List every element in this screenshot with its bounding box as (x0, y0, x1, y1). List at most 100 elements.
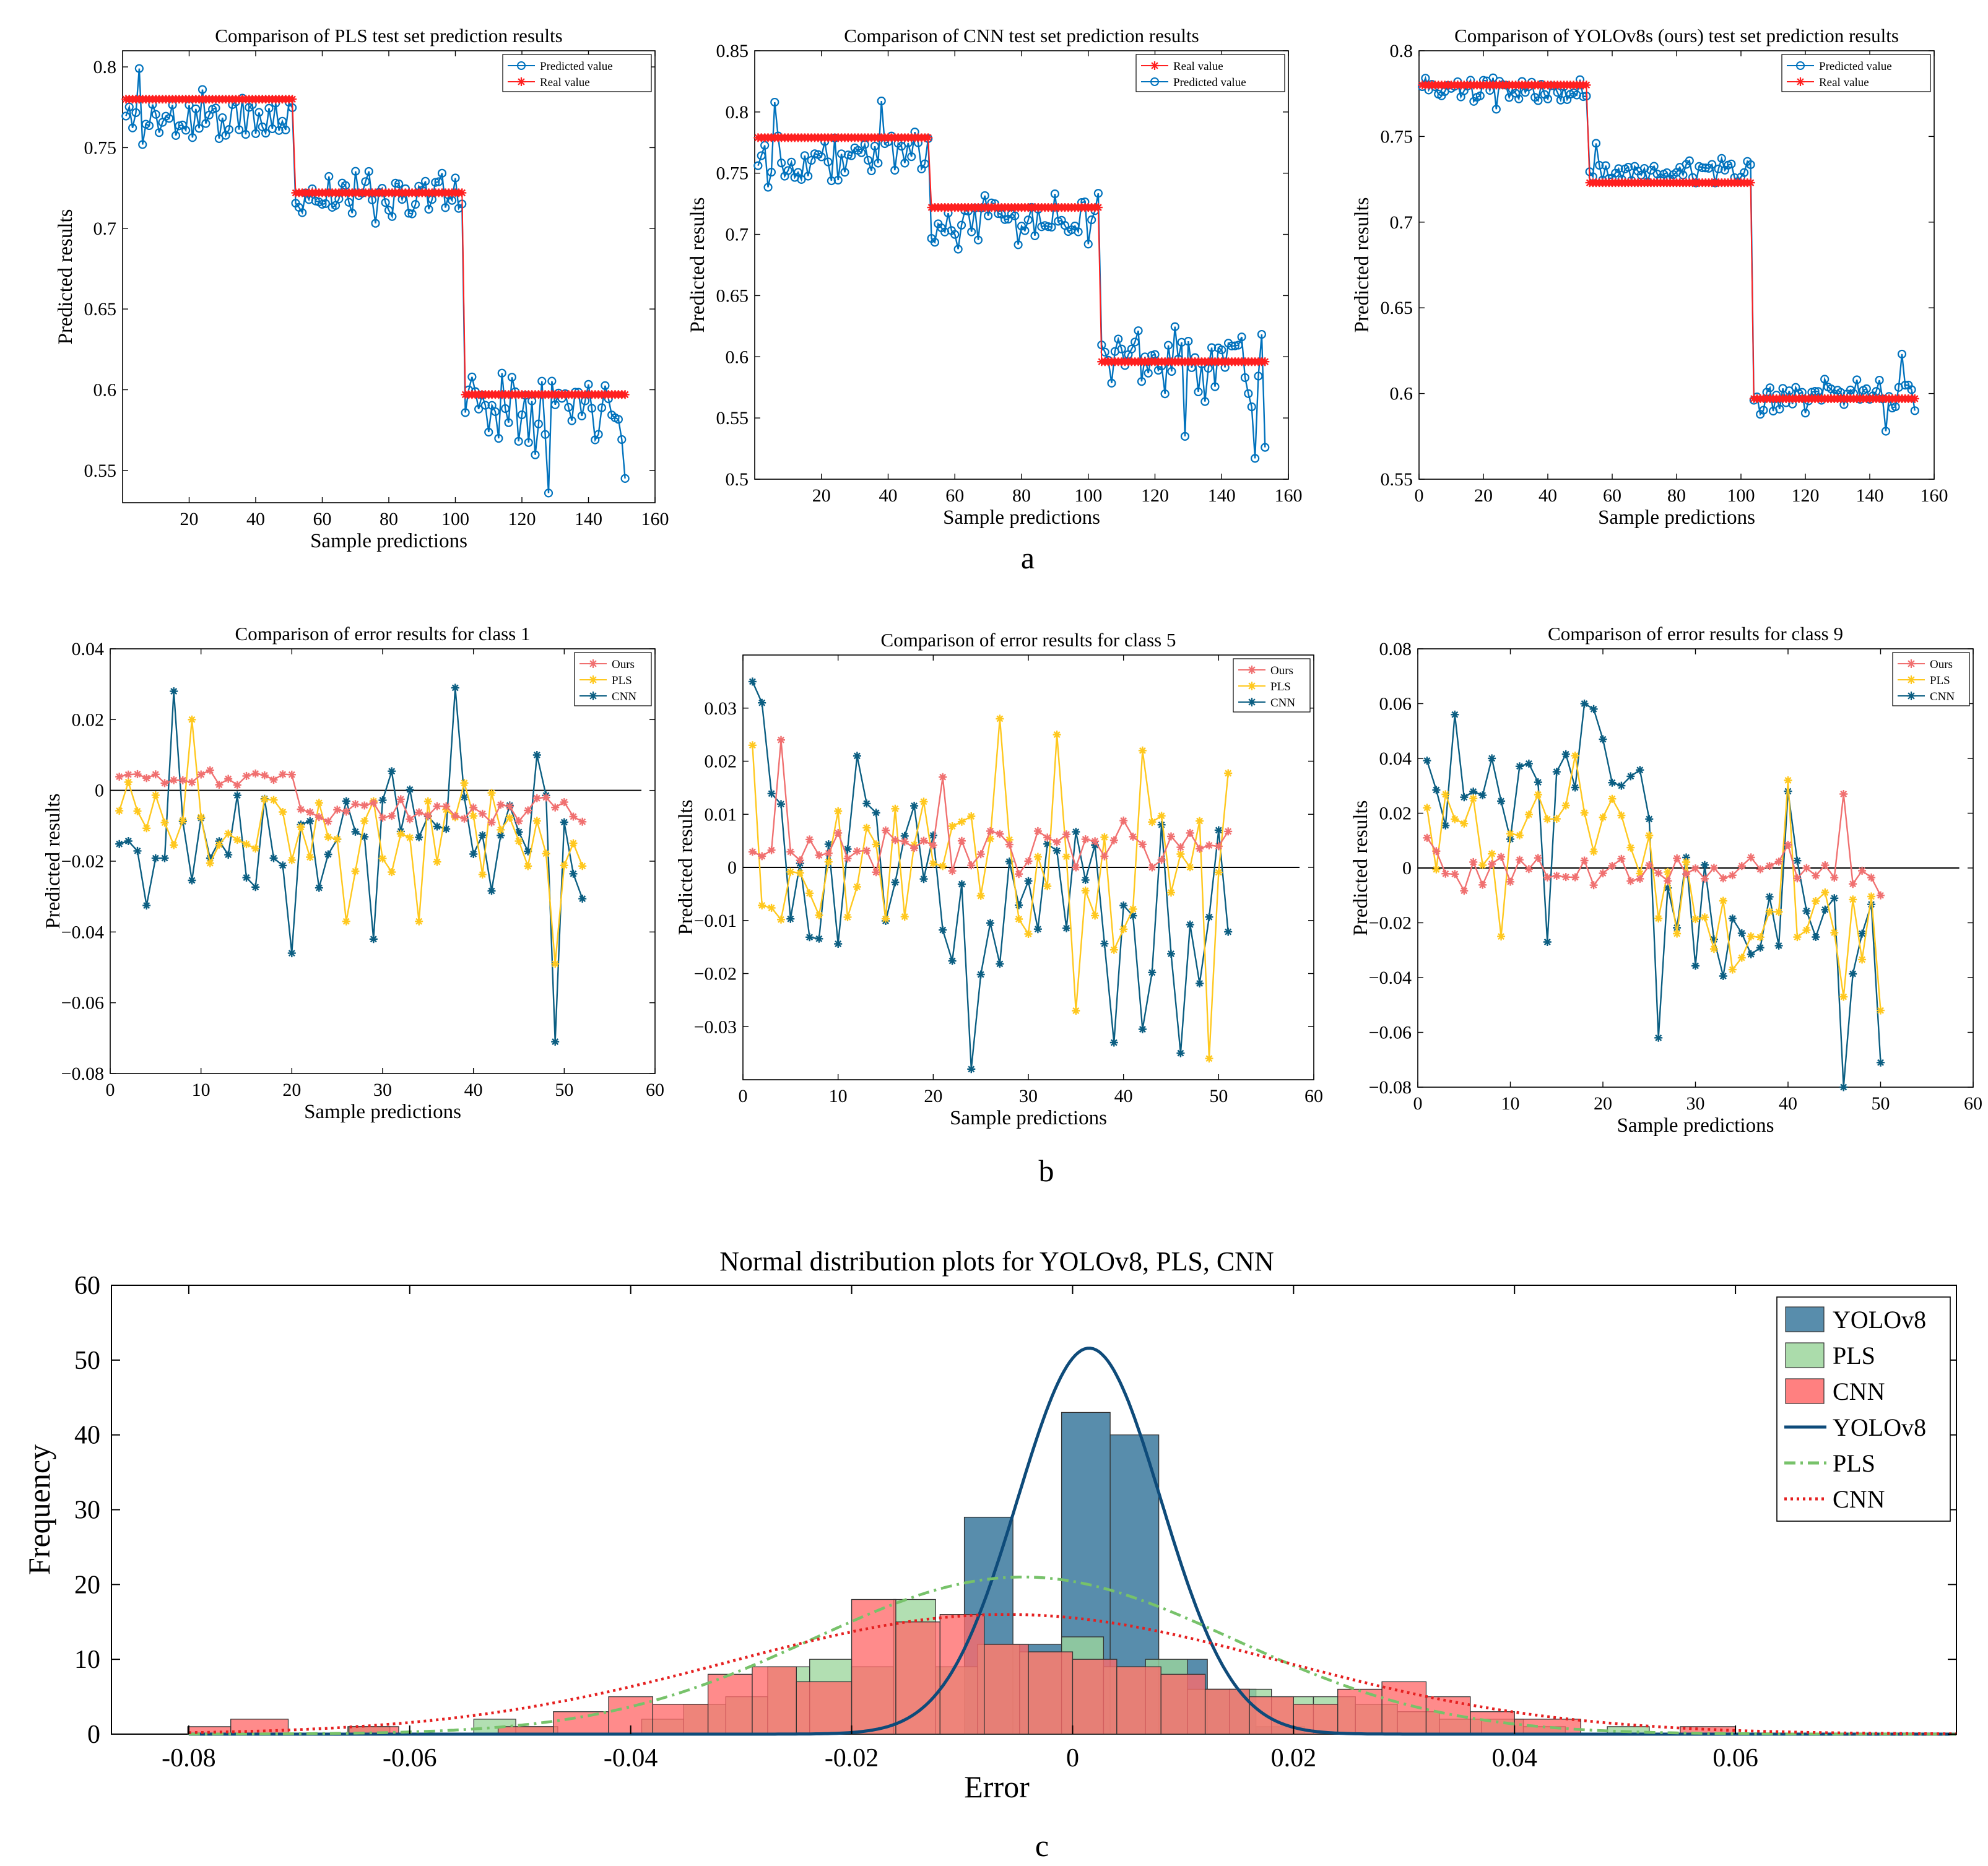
data-point (254, 108, 264, 117)
data-point (1589, 705, 1598, 713)
data-point (269, 854, 278, 862)
data-point (1582, 80, 1591, 90)
x-tick-label: 10 (1501, 1093, 1520, 1114)
data-point (1100, 852, 1109, 861)
data-point (1623, 162, 1633, 172)
data-point (929, 841, 937, 849)
x-tick-label: 60 (945, 485, 964, 506)
x-tick-label: 60 (313, 509, 332, 529)
data-point (1186, 863, 1194, 872)
data-point (1423, 757, 1431, 765)
data-point (1119, 925, 1128, 934)
data-point (404, 209, 414, 218)
data-point (532, 794, 541, 802)
data-point (1214, 826, 1223, 835)
data-point (524, 438, 533, 447)
data-point (144, 121, 154, 131)
x-tick-label: 120 (1792, 485, 1820, 506)
data-point (1747, 932, 1755, 940)
data-point (1184, 337, 1193, 346)
data-point (274, 126, 284, 135)
y-tick-label: 0.75 (84, 137, 117, 158)
x-tick-label: 0 (1066, 1744, 1079, 1773)
data-point (1129, 905, 1137, 913)
data-point (620, 474, 630, 483)
legend-marker (517, 77, 526, 86)
data-point (497, 825, 505, 834)
data-point (1746, 160, 1755, 170)
data-point (1649, 162, 1659, 171)
data-point (1129, 911, 1137, 920)
data-point (1137, 377, 1147, 386)
data-point (224, 125, 234, 134)
data-point (1534, 854, 1542, 862)
data-point (620, 390, 630, 399)
data-point (1858, 866, 1867, 875)
data-point (1093, 203, 1103, 212)
data-point (469, 850, 478, 858)
data-point (288, 95, 297, 104)
data-point (224, 775, 233, 783)
data-point (406, 785, 414, 794)
data-point (929, 859, 937, 868)
data-point (478, 870, 487, 879)
data-point (930, 238, 940, 247)
data-point (1700, 861, 1709, 869)
data-point (1700, 874, 1709, 883)
data-point (1740, 168, 1749, 177)
x-tick-label: 40 (246, 509, 265, 529)
data-point (1100, 833, 1109, 841)
data-point (766, 168, 776, 177)
data-point (1024, 877, 1033, 885)
data-point (371, 219, 380, 228)
data-point (967, 1065, 976, 1074)
legend-label: Ours (1270, 664, 1293, 677)
data-point (786, 867, 795, 876)
x-axis-label: Sample predictions (304, 1101, 461, 1123)
data-point (421, 176, 430, 186)
data-point (1636, 874, 1644, 883)
data-point (551, 960, 560, 968)
data-point (191, 104, 201, 113)
data-point (996, 830, 1004, 838)
y-tick-label: 0.5 (726, 469, 749, 490)
data-point (1812, 871, 1820, 880)
y-tick-label: 0.06 (1379, 694, 1412, 714)
data-point (433, 802, 441, 810)
y-tick-label: 0.55 (84, 461, 117, 481)
data-point (505, 802, 514, 811)
data-point (133, 770, 142, 778)
data-point (1552, 872, 1561, 880)
plot-area (122, 50, 656, 503)
y-tick-label: 0.6 (93, 380, 117, 401)
data-point (434, 177, 443, 186)
data-point (1849, 880, 1857, 888)
data-point (758, 698, 766, 707)
data-point (862, 799, 871, 808)
data-point (1109, 1038, 1118, 1047)
data-point (1571, 873, 1579, 882)
chart-normal-distribution: -0.08 -0.06 -0.04 -0.02 0 0.02 0.04 0.06 0 10 20 30… (22, 1246, 1957, 1804)
x-tick-label: 60 (1304, 1086, 1323, 1106)
y-tick-label: 40 (74, 1421, 100, 1450)
data-point (287, 770, 296, 779)
data-point (1261, 443, 1270, 452)
legend-label: Predicted value (1819, 60, 1892, 73)
data-point (805, 889, 814, 898)
legend-label: PLS (1930, 674, 1950, 687)
data-point (840, 168, 849, 177)
legend-label: Ours (1930, 658, 1953, 671)
data-point (360, 817, 369, 825)
data-point (569, 869, 578, 878)
data-point (251, 883, 260, 892)
data-point (843, 845, 852, 853)
data-point (976, 850, 985, 859)
data-point (497, 831, 505, 840)
data-point (919, 836, 928, 845)
data-point (1617, 781, 1626, 790)
data-point (324, 850, 332, 859)
data-point (957, 836, 966, 845)
data-point (1737, 862, 1746, 870)
data-point (1214, 842, 1223, 851)
